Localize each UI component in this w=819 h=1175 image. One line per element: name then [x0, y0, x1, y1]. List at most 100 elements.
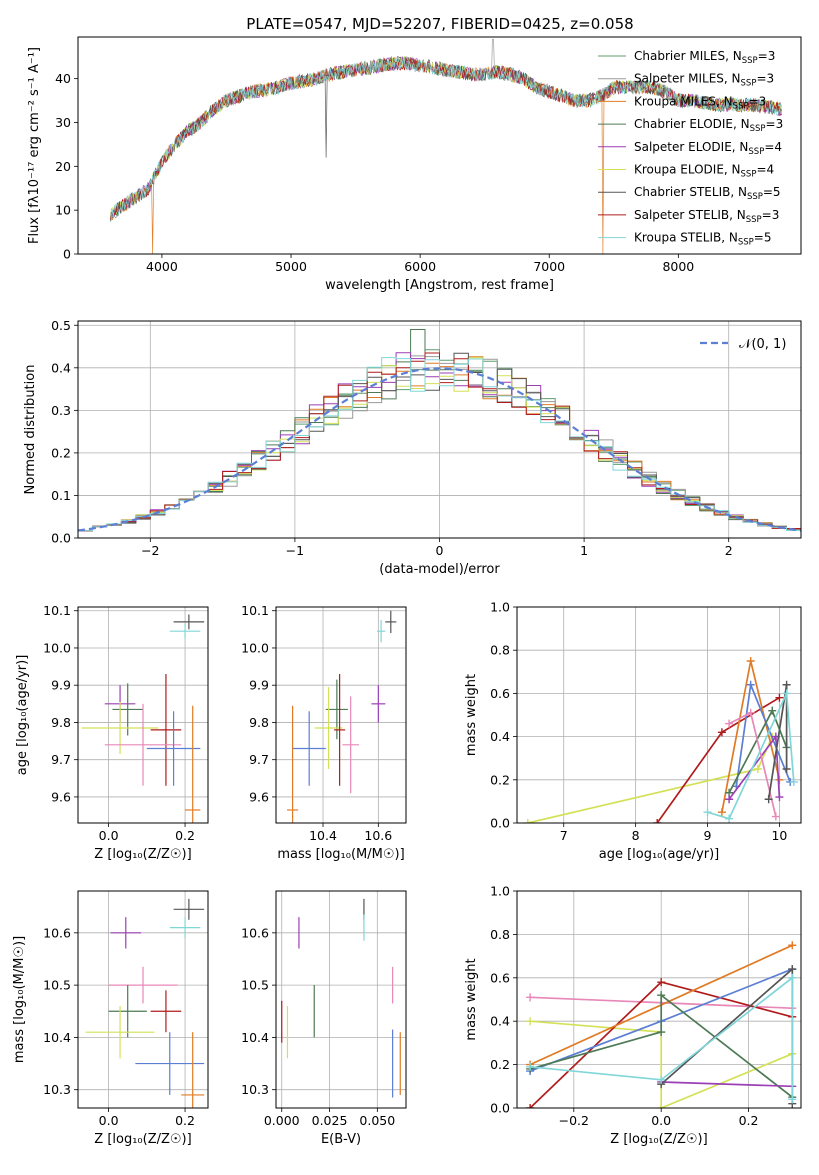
y-axis-label: Flux [fλ10⁻¹⁷ erg cm⁻² s⁻¹ A⁻¹] — [27, 47, 42, 244]
y-tick-label: 0.1 — [51, 488, 71, 503]
x-tick-label: 8000 — [662, 259, 694, 274]
chart-mass_weight_vs_Z: −0.2 0.0 0.2 0.0 0.2 0.4 0.6 0.8 1.0 Z [log₁₀(Z/Z… — [464, 884, 802, 1147]
weight-marker-5 — [725, 795, 734, 804]
x-tick-label: 0.0 — [99, 1113, 119, 1128]
x-tick-label: 10 — [771, 828, 787, 843]
legend-nssp: =3 — [762, 208, 780, 222]
weight-line-8 — [530, 976, 794, 1100]
legend-subscript: SSP — [741, 170, 757, 180]
x-tick-label: 0.2 — [175, 1113, 195, 1128]
x-tick-label: −0.2 — [559, 1113, 589, 1128]
axes-frame — [275, 890, 407, 1109]
y-tick-label: 9.8 — [249, 715, 269, 730]
y-tick-label: 0.2 — [490, 772, 510, 787]
x-tick-label: 7 — [560, 828, 568, 843]
chart-age_vs_mass: 10.4 10.6 9.6 9.7 9.8 9.9 10.0 10.1 mass [log₁₀(… — [241, 603, 407, 862]
y-tick-label: 0 — [63, 247, 71, 262]
weight-marker-5 — [657, 991, 666, 1000]
y-tick-label: 9.9 — [51, 678, 71, 693]
y-tick-label: 9.6 — [51, 789, 71, 804]
x-tick-label: 0.0 — [651, 1113, 671, 1128]
y-axis-label: mass weight — [464, 674, 479, 756]
weight-marker-7 — [782, 680, 791, 689]
y-tick-label: 0.2 — [490, 1057, 510, 1072]
legend-subscript: SSP — [741, 79, 757, 89]
y-tick-label: 10.4 — [241, 1030, 269, 1045]
legend-label-8: Kroupa STELIB, NSSP=5 — [634, 231, 772, 248]
weight-marker-4 — [768, 706, 777, 715]
axes-frame — [516, 606, 802, 824]
y-axis-label: Normed distribution — [23, 365, 38, 495]
legend-label-0: Chabrier MILES, NSSP=3 — [634, 49, 775, 66]
y-tick-label: 0.4 — [51, 360, 71, 375]
y-tick-label: 10.1 — [241, 603, 269, 618]
legend-subscript: SSP — [746, 215, 762, 225]
y-tick-label: 0.0 — [51, 531, 71, 546]
y-tick-label: 10.5 — [241, 978, 269, 993]
plot-area — [281, 898, 401, 1098]
legend-label-3: Chabrier ELODIE, NSSP=3 — [634, 117, 783, 134]
x-tick-label: −1 — [286, 543, 304, 558]
y-tick-label: 40 — [55, 71, 71, 86]
x-tick-label: 0.2 — [175, 828, 195, 843]
chart-mass_weight_vs_age: 7 8 9 10 0.0 0.2 0.4 0.6 0.8 1.0 age [log₁₀(age/yr… — [464, 600, 802, 862]
x-axis-label: wavelength [Angstrom, rest frame] — [325, 278, 554, 293]
x-tick-label: 0.0 — [99, 828, 119, 843]
weight-marker-3 — [788, 941, 797, 950]
x-tick-label: 0 — [436, 543, 444, 558]
y-tick-label: 0.3 — [51, 403, 71, 418]
legend-nssp: =3 — [766, 117, 784, 131]
x-tick-label: 6000 — [404, 259, 436, 274]
x-tick-label: 7000 — [533, 259, 565, 274]
chart-residuals: −2 −1 0 1 2 0.0 0.1 0.2 0.3 0.4 0.5 (data-model)/er… — [23, 318, 802, 577]
legend-label-1: Salpeter MILES, NSSP=3 — [634, 72, 774, 89]
y-tick-label: 0.4 — [490, 1014, 510, 1029]
axes-frame — [77, 606, 209, 824]
legend-subscript: SSP — [738, 238, 754, 248]
weight-marker-8 — [526, 1062, 535, 1071]
legend-nssp: =3 — [749, 94, 767, 108]
y-tick-label: 0.2 — [51, 445, 71, 460]
legend-nssp: =5 — [754, 231, 772, 245]
weight-marker-8 — [703, 808, 712, 817]
weight-marker-0 — [753, 765, 762, 773]
axes-frame — [77, 320, 802, 539]
y-axis-label: mass [log₁₀(M/M☉)] — [12, 936, 27, 1063]
weight-marker-6 — [746, 708, 755, 717]
x-axis-label: Z [log₁₀(Z/Z☉)] — [94, 847, 191, 862]
weight-marker-7 — [788, 965, 797, 974]
axes-frame — [77, 890, 209, 1109]
weight-marker-8 — [788, 973, 797, 982]
axes-frame — [516, 890, 802, 1109]
plot-area — [109, 38, 782, 254]
x-axis-label: E(B-V) — [321, 1132, 361, 1147]
legend-label-7: Salpeter STELIB, NSSP=3 — [634, 208, 779, 225]
y-tick-label: 10.3 — [43, 1082, 71, 1097]
weight-marker-6 — [725, 719, 734, 728]
plot-area — [81, 614, 205, 823]
weight-marker-8 — [657, 1075, 666, 1084]
legend-subscript: SSP — [733, 101, 749, 111]
y-tick-label: 0.0 — [490, 816, 510, 831]
weight-marker-8 — [725, 814, 734, 823]
weight-marker-1 — [526, 1017, 535, 1026]
x-tick-label: 0.025 — [312, 1113, 348, 1128]
y-tick-label: 10.6 — [241, 925, 269, 940]
y-tick-label: 10.5 — [43, 978, 71, 993]
weight-marker-1 — [717, 728, 726, 737]
weight-marker-1 — [775, 693, 784, 702]
plot-area — [287, 610, 397, 823]
y-tick-label: 10.1 — [43, 603, 71, 618]
weight-marker-2 — [717, 808, 726, 817]
y-tick-label: 10 — [55, 203, 71, 218]
weight-marker-7 — [764, 795, 773, 804]
weight-marker-2 — [526, 1104, 535, 1108]
x-tick-label: 1 — [580, 543, 588, 558]
weight-line-8 — [707, 690, 795, 820]
legend-nssp: =3 — [758, 49, 776, 63]
y-tick-label: 10.6 — [43, 925, 71, 940]
y-tick-label: 9.7 — [249, 752, 269, 767]
plot-area — [523, 657, 798, 823]
y-tick-label: 0.8 — [490, 927, 510, 942]
